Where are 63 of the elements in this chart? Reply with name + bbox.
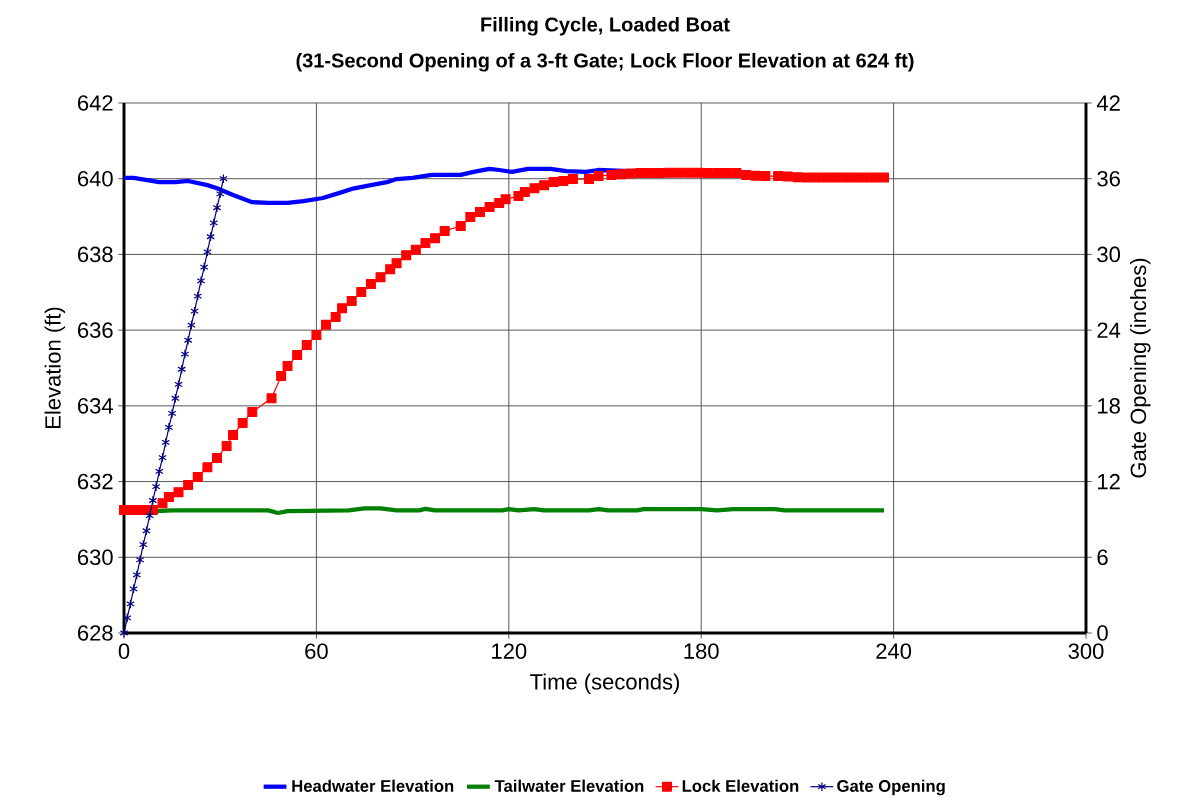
point <box>154 466 164 477</box>
y2-tick-label: 24 <box>1097 322 1121 338</box>
point <box>145 510 154 521</box>
point <box>174 379 183 390</box>
y2-axis-title: Gate Opening (inches) <box>1130 258 1151 478</box>
point <box>196 276 206 286</box>
chart-subtitle: (31-Second Opening of a 3-ft Gate; Lock Floor Elevation at 624 ft) <box>296 52 914 72</box>
y-tick-label: 630 <box>78 549 113 566</box>
x-tick-label: 300 <box>1068 643 1104 659</box>
point <box>215 188 225 199</box>
y-tick-label: 636 <box>78 322 113 338</box>
y-tick-label: 642 <box>78 95 113 111</box>
legend-label: Gate Opening <box>837 779 945 796</box>
point <box>135 554 145 565</box>
point <box>126 599 135 609</box>
legend-label: Tailwater Elevation <box>494 779 644 792</box>
point <box>161 437 170 448</box>
point <box>171 393 180 404</box>
y2-tick-label: 12 <box>1098 473 1120 490</box>
point <box>203 247 212 257</box>
point <box>180 349 190 359</box>
x-tick-label: 0 <box>118 643 130 659</box>
point <box>187 320 196 330</box>
point <box>151 481 161 492</box>
point <box>167 408 177 419</box>
y2-tick-label: 42 <box>1096 95 1120 111</box>
y2-tick-label: 6 <box>1097 549 1108 566</box>
x-tick-label: 60 <box>305 643 328 659</box>
legend-label: Headwater Elevation <box>292 779 454 792</box>
chart-title: Filling Cycle, Loaded Boat <box>481 16 730 36</box>
point <box>138 539 148 550</box>
point <box>142 525 151 536</box>
point <box>199 262 209 272</box>
y-axis-title: Elevation (ft) <box>44 307 66 428</box>
x-tick-label: 240 <box>876 643 912 659</box>
y-tick-label: 632 <box>78 473 113 490</box>
point <box>190 306 199 317</box>
point <box>122 612 132 623</box>
y2-tick-label: 30 <box>1097 246 1121 263</box>
legend-label: Lock Elevation <box>682 779 799 792</box>
y2-tick-label: 18 <box>1098 398 1120 414</box>
point <box>132 570 142 580</box>
y-tick-label: 638 <box>78 246 113 263</box>
y-tick-label: 634 <box>78 398 113 414</box>
point <box>219 173 228 184</box>
point <box>164 422 174 433</box>
y2-tick-label: 0 <box>1097 625 1108 641</box>
point <box>148 495 158 506</box>
point <box>209 218 219 228</box>
x-tick-label: 120 <box>492 643 527 659</box>
y-tick-label: 640 <box>78 170 113 187</box>
y-tick-label: 628 <box>78 625 113 641</box>
point <box>177 364 187 375</box>
x-axis-title: Time (seconds) <box>530 673 679 694</box>
point <box>193 291 203 301</box>
point <box>119 628 129 638</box>
point <box>129 583 138 594</box>
point <box>158 452 167 463</box>
point <box>183 335 193 346</box>
point <box>206 231 215 242</box>
y2-tick-label: 36 <box>1097 170 1120 187</box>
x-tick-label: 180 <box>684 643 719 659</box>
point <box>212 202 222 213</box>
